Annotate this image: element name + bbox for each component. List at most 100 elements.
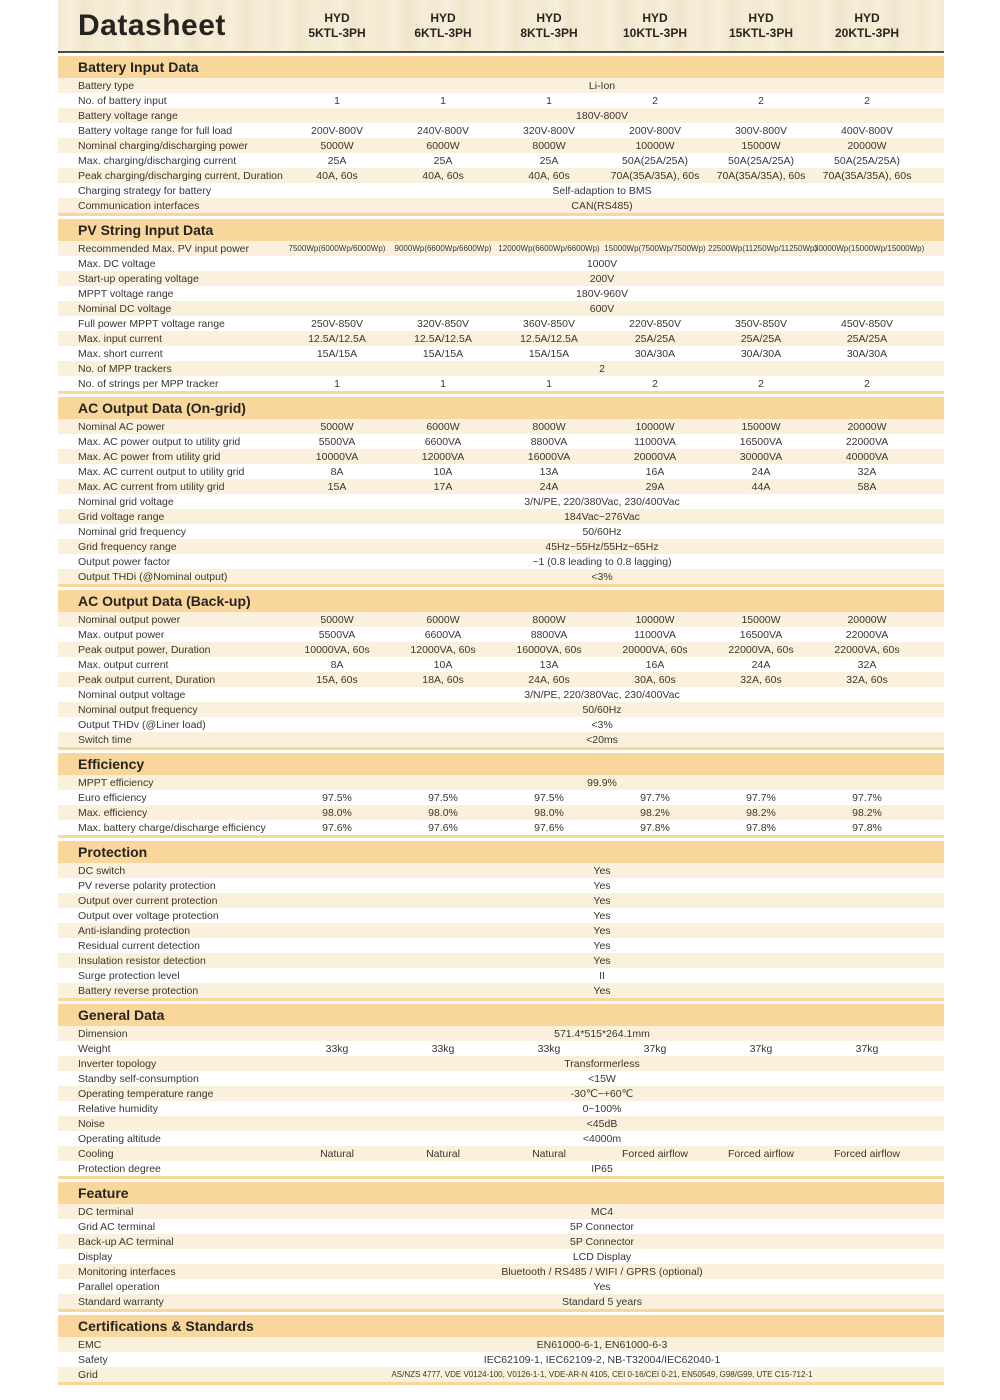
cell-value: 7500Wp(6000Wp/6000Wp) — [288, 244, 386, 253]
cell-value: 320V-850V — [417, 317, 469, 330]
cell-value: 6000W — [426, 613, 460, 626]
model-header: HYD 15KTL-3PH — [708, 11, 814, 41]
row-label: Noise — [78, 1117, 105, 1130]
cell-value: 22500Wp(11250Wp/11250Wp) — [708, 244, 818, 253]
table-row: No. of strings per MPP tracker 1 1 1 2 2 2 — [58, 376, 944, 391]
cell-value-span: Standard 5 years — [562, 1295, 642, 1308]
cell-value: 15A/15A — [422, 347, 464, 360]
cell-value: 240V-800V — [417, 124, 469, 137]
table-row: Peak output current, Duration 15A, 60s 18A… — [58, 672, 944, 687]
cell-value: 40A, 60s — [422, 169, 464, 182]
cell-value-span: 99.9% — [587, 776, 617, 789]
row-label: Relative humidity — [78, 1102, 158, 1115]
row-label: Peak output power, Duration — [78, 643, 211, 656]
row-label: Switch time — [78, 733, 132, 746]
row-label: DC terminal — [78, 1205, 134, 1218]
row-label: Grid frequency range — [78, 540, 177, 553]
section-title: AC Output Data (On-grid) — [78, 400, 246, 416]
page-title: Datasheet — [78, 8, 226, 42]
row-label: Max. efficiency — [78, 806, 148, 819]
spec-section: General Data Dimension 571.4*515*264.1mm We… — [58, 1004, 944, 1179]
row-label: Anti-islanding protection — [78, 924, 191, 937]
cell-value-span: Self-adaption to BMS — [552, 184, 652, 197]
cell-value: 24A, 60s — [528, 673, 570, 686]
cell-value-span: <45dB — [586, 1117, 618, 1130]
cell-value-span: Bluetooth / RS485 / WIFI / GPRS (optiona… — [501, 1265, 703, 1278]
table-row: Max. AC current from utility grid 15A 17A 2… — [58, 479, 944, 494]
table-row: Standard warranty Standard 5 years — [58, 1294, 944, 1309]
cell-value-span: IP65 — [591, 1162, 613, 1175]
cell-value: 58A — [857, 480, 877, 493]
row-label: Nominal output power — [78, 613, 181, 626]
cell-value: 30A, 60s — [634, 673, 676, 686]
cell-value: 1 — [546, 377, 552, 390]
table-row: Output THDv (@Liner load) <3% — [58, 717, 944, 732]
cell-value: 30000Wp(15000Wp/15000Wp) — [814, 244, 925, 253]
cell-value: 32A — [857, 465, 877, 478]
table-row: Max. AC power output to utility grid 5500… — [58, 434, 944, 449]
model-name: 6KTL-3PH — [414, 25, 472, 40]
cell-value: 15000W — [741, 613, 781, 626]
cell-value-span: Yes — [593, 924, 611, 937]
cell-value: 1 — [440, 377, 446, 390]
table-row: Nominal DC voltage 600V — [58, 301, 944, 316]
row-label: Dimension — [78, 1027, 128, 1040]
table-row: Safety IEC62109-1, IEC62109-2, NB-T32004/… — [58, 1352, 944, 1367]
datasheet-header: Datasheet HYD 5KTL-3PH HYD 6KTL-3PH HYD 8KTL-… — [58, 0, 944, 53]
row-label: Max. battery charge/discharge efficiency — [78, 821, 266, 834]
table-row: Monitoring interfaces Bluetooth / RS485 /… — [58, 1264, 944, 1279]
cell-value: 29A — [645, 480, 665, 493]
table-row: Output power factor ~1 (0.8 leading to 0.… — [58, 554, 944, 569]
table-row: Operating temperature range -30℃~+60℃ — [58, 1086, 944, 1101]
cell-value-span: 3/N/PE, 220/380Vac, 230/400Vac — [524, 495, 680, 508]
cell-value-span: Yes — [593, 939, 611, 952]
row-label: Nominal output frequency — [78, 703, 198, 716]
table-row: Max. DC voltage 1000V — [58, 256, 944, 271]
cell-value-span: 5P Connector — [569, 1235, 634, 1248]
row-label: MPPT voltage range — [78, 287, 174, 300]
cell-value-span: <3% — [591, 570, 613, 583]
row-label: Standard warranty — [78, 1295, 164, 1308]
cell-value: 20000W — [847, 420, 887, 433]
row-label: EMC — [78, 1338, 102, 1351]
section-title: General Data — [78, 1007, 165, 1023]
table-row: Grid frequency range 45Hz~55Hz/55Hz~65Hz — [58, 539, 944, 554]
cell-value: 25A/25A — [634, 332, 676, 345]
cell-value: 22000VA — [845, 435, 889, 448]
cell-value: 15000Wp(7500Wp/7500Wp) — [604, 244, 706, 253]
cell-value: 22000VA, 60s — [834, 643, 900, 656]
row-label: Monitoring interfaces — [78, 1265, 176, 1278]
cell-value: 98.0% — [428, 806, 458, 819]
table-row: DC terminal MC4 — [58, 1204, 944, 1219]
cell-value: 10000VA, 60s — [304, 643, 370, 656]
table-row: MPPT efficiency 99.9% — [58, 775, 944, 790]
table-row: Inverter topology Transformerless — [58, 1056, 944, 1071]
cell-value: 12.5A/12.5A — [308, 332, 366, 345]
section-title: Feature — [78, 1185, 129, 1201]
cell-value: 70A(35A/35A), 60s — [610, 169, 700, 182]
cell-value-span: EN61000-6-1, EN61000-6-3 — [536, 1338, 668, 1351]
cell-value: 97.8% — [852, 821, 882, 834]
cell-value: 13A — [539, 465, 559, 478]
row-label: Euro efficiency — [78, 791, 147, 804]
row-label: Max. AC power from utility grid — [78, 450, 221, 463]
cell-value: 98.2% — [640, 806, 670, 819]
cell-value: 400V-800V — [841, 124, 893, 137]
cell-value: 12.5A/12.5A — [520, 332, 578, 345]
row-label: No. of MPP trackers — [78, 362, 172, 375]
table-row: Surge protection level II — [58, 968, 944, 983]
row-label: Max. input current — [78, 332, 163, 345]
row-label: Surge protection level — [78, 969, 180, 982]
table-row: Peak charging/discharging current, Durat… — [58, 168, 944, 183]
cell-value: 25A — [327, 154, 347, 167]
row-label: Max. AC current output to utility grid — [78, 465, 245, 478]
cell-value-span: Yes — [593, 894, 611, 907]
row-label: Recommended Max. PV input power — [78, 242, 249, 255]
cell-value: 50A(25A/25A) — [622, 154, 688, 167]
cell-value-span: 184Vac~276Vac — [564, 510, 640, 523]
row-label: Cooling — [78, 1147, 114, 1160]
cell-value: 10000W — [635, 139, 675, 152]
cell-value: 10000W — [635, 613, 675, 626]
model-name: 10KTL-3PH — [622, 25, 687, 40]
cell-value: 98.2% — [852, 806, 882, 819]
